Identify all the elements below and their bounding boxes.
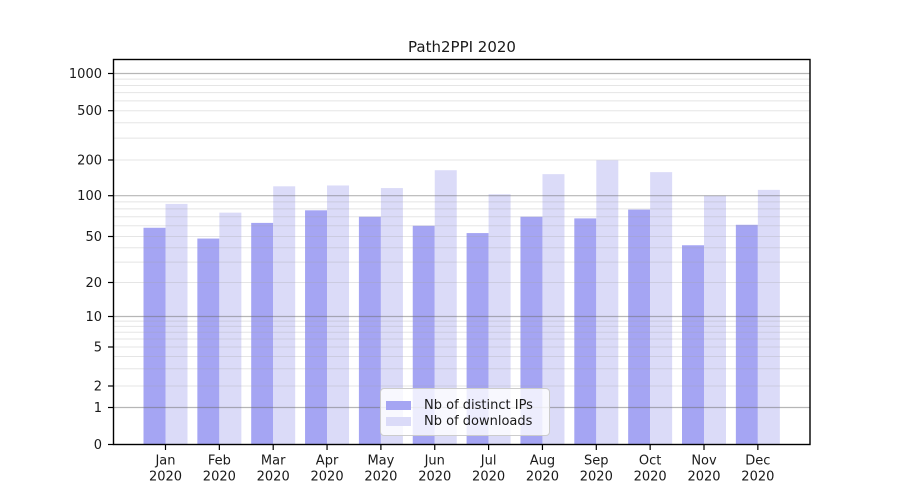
x-tick-label-month-mar: Mar [261,454,286,469]
y-tick-label-10: 10 [85,310,102,325]
x-tick-label-month-nov: Nov [691,454,717,469]
x-tick-label-month-dec: Dec [745,454,770,469]
bar-downloads-jan [165,203,188,445]
y-tick-label-20: 20 [85,276,102,291]
x-tick-label-year-jan: 2020 [149,470,182,485]
x-tick-label-month-jan: Jan [154,454,175,469]
bar-distinct-ips-nov [682,245,704,445]
y-tick-label-100: 100 [77,189,102,204]
x-tick-label-year-nov: 2020 [687,470,720,485]
y-tick-label-0: 0 [94,438,102,453]
bar-distinct-ips-dec [735,224,758,445]
bar-distinct-ips-aug [520,216,543,445]
x-tick-label-month-oct: Oct [639,454,661,469]
bar-downloads-apr [327,185,350,445]
x-tick-label-year-aug: 2020 [526,470,559,485]
y-tick-label-5: 5 [94,341,102,356]
bar-downloads-mar [273,186,296,445]
bar-downloads-feb [219,212,242,445]
y-tick-label-50: 50 [85,230,102,245]
bar-distinct-ips-mar [251,222,274,445]
x-tick-label-year-jun: 2020 [418,470,451,485]
y-tick-label-500: 500 [77,104,102,119]
bar-downloads-jun [434,170,457,445]
bar-distinct-ips-oct [628,209,651,445]
legend-swatch-downloads [386,417,411,427]
legend-swatch-distinct-ips [386,401,411,411]
y-tick-label-2: 2 [94,380,102,395]
x-tick-label-month-aug: Aug [530,454,555,469]
legend-item-downloads: Nb of downloads [386,414,537,430]
bar-downloads-oct [650,172,673,445]
bar-distinct-ips-may [358,216,381,445]
x-tick-label-year-mar: 2020 [257,470,290,485]
x-tick-label-year-feb: 2020 [203,470,236,485]
bar-downloads-dec [757,189,780,445]
bar-distinct-ips-apr [305,210,328,445]
bar-distinct-ips-feb [197,238,220,445]
legend-item-distinct-ips: Nb of distinct IPs [386,398,537,414]
y-tick-label-1000: 1000 [69,67,102,82]
bar-downloads-aug [542,174,565,445]
x-tick-label-year-jul: 2020 [472,470,505,485]
bar-downloads-jul [488,194,511,445]
bar-downloads-nov [704,195,726,445]
y-tick-label-200: 200 [77,154,102,169]
x-tick-label-month-may: May [367,454,394,469]
x-tick-label-year-may: 2020 [364,470,397,485]
x-tick-label-year-dec: 2020 [741,470,774,485]
x-tick-label-year-apr: 2020 [311,470,344,485]
y-tick-label-1: 1 [94,401,102,416]
x-tick-label-month-sep: Sep [584,454,609,469]
bar-distinct-ips-sep [574,218,597,445]
bar-downloads-sep [596,160,619,445]
x-tick-label-month-apr: Apr [316,454,339,469]
x-tick-label-month-feb: Feb [208,454,231,469]
legend: Nb of distinct IPs Nb of downloads [380,388,550,436]
x-tick-label-year-sep: 2020 [580,470,613,485]
x-tick-label-month-jul: Jul [480,454,497,469]
x-tick-label-month-jun: Jun [424,454,445,469]
legend-label-distinct-ips: Nb of distinct IPs [424,398,533,413]
x-tick-label-year-oct: 2020 [634,470,667,485]
axes-frame [112,58,811,446]
chart-title: Path2PPI 2020 [408,38,516,56]
bar-distinct-ips-jan [143,227,166,445]
legend-label-downloads: Nb of downloads [424,413,533,429]
